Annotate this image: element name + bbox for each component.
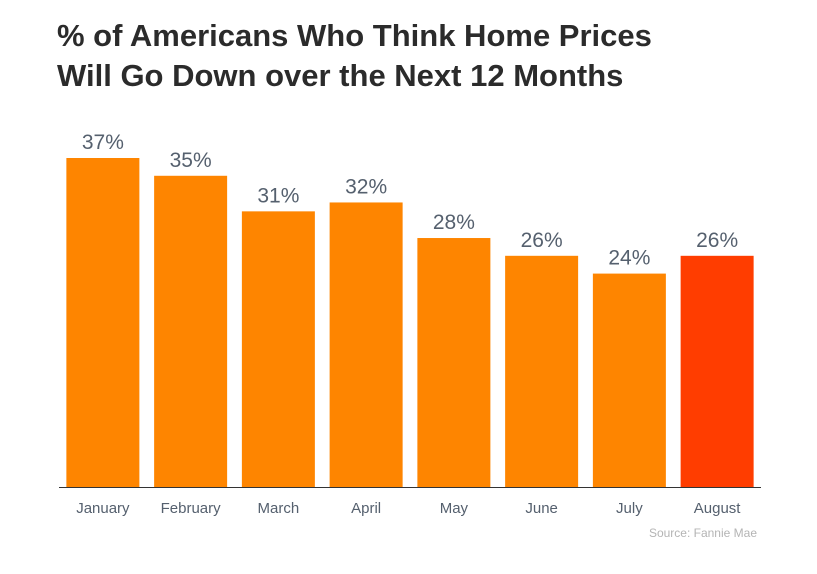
category-label-february: February [161, 500, 222, 517]
category-label-july: July [616, 500, 643, 517]
bar-august [680, 255, 754, 487]
value-label-may: 28% [433, 211, 475, 234]
category-label-april: April [351, 500, 381, 517]
category-label-june: June [525, 500, 558, 517]
chart-title: % of Americans Who Think Home Prices Wil… [57, 16, 797, 96]
value-label-april: 32% [345, 175, 387, 198]
value-label-february: 35% [170, 149, 212, 172]
value-label-june: 26% [521, 229, 563, 252]
value-label-august: 26% [696, 229, 738, 252]
bar-january [66, 158, 140, 487]
value-label-july: 24% [608, 247, 650, 270]
bar-march [241, 211, 315, 487]
bar-july [592, 273, 666, 487]
category-label-march: March [258, 500, 300, 517]
category-label-may: May [440, 500, 469, 517]
bar-april [329, 202, 403, 487]
category-label-january: January [76, 500, 130, 517]
value-label-january: 37% [82, 131, 124, 154]
value-label-march: 31% [257, 184, 299, 207]
bar-june [505, 255, 579, 487]
chart-title-line-1: % of Americans Who Think Home Prices [57, 18, 652, 53]
bar-february [154, 175, 228, 487]
chart-title-line-2: Will Go Down over the Next 12 Months [57, 58, 624, 93]
source-note: Source: Fannie Mae [648, 526, 757, 540]
category-label-august: August [694, 500, 742, 517]
bar-may [417, 238, 491, 487]
